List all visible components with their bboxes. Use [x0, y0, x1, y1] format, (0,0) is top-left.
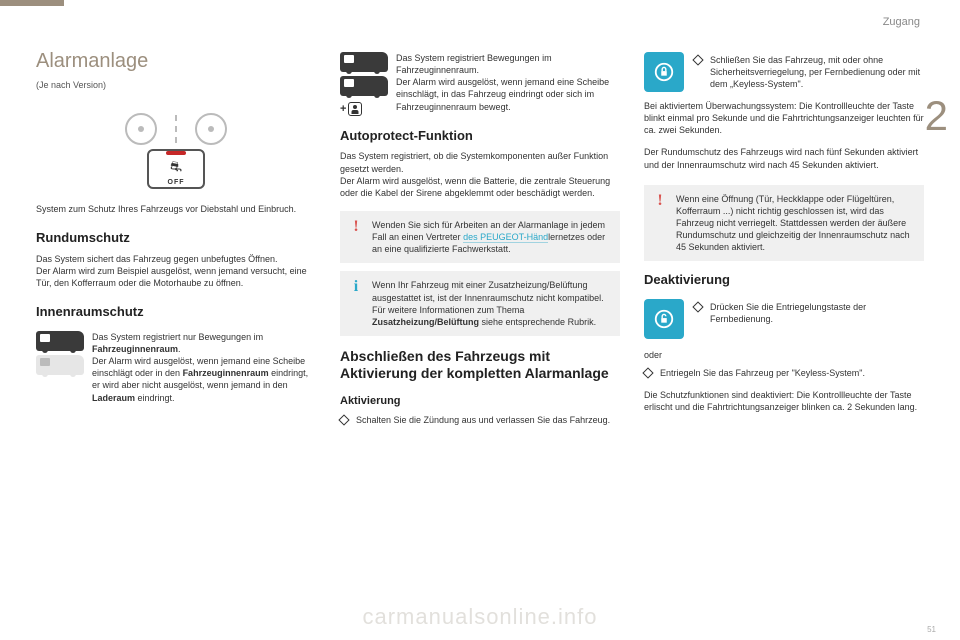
heading-deaktivierung: Deaktivierung	[644, 271, 924, 289]
text-top: Das System registriert Bewegungen im Fah…	[396, 52, 620, 113]
top-accent-bar	[0, 0, 64, 6]
warning-text-2: Wenn eine Öffnung (Tür, Heckklappe oder …	[676, 193, 916, 254]
steering-wheel-icon	[195, 113, 227, 145]
unlock-icon	[644, 299, 684, 339]
text-timing: Der Rundumschutz des Fahrzeugs wird nach…	[644, 146, 924, 170]
unlock-instruction-text: Drücken Sie die Entriegelungstaste der F…	[710, 301, 924, 325]
chapter-number: 2	[925, 92, 948, 140]
text-deactivated: Die Schutzfunktionen sind deaktiviert: D…	[644, 389, 924, 413]
warning-icon: !	[652, 193, 668, 254]
off-button-figure: ⛐ OFF	[147, 149, 205, 189]
info-text: Wenn Ihr Fahrzeug mit einer Zusatzheizun…	[372, 279, 612, 328]
warning-callout: ! Wenden Sie sich für Arbeiten an der Al…	[340, 211, 620, 263]
alarm-off-figure: ⛐ OFF	[96, 107, 256, 195]
heading-lock-activate: Abschließen des Fahrzeugs mit Aktivierun…	[340, 348, 620, 382]
column-1: Alarmanlage (Je nach Version) ⛐ OFF Syst…	[36, 48, 316, 616]
column-3: Schließen Sie das Fahrzeug, mit oder ohn…	[644, 48, 924, 616]
van-dark-icon	[36, 331, 84, 351]
bullet-icon	[644, 367, 654, 379]
warning-text: Wenden Sie sich für Arbeiten an der Alar…	[372, 219, 612, 255]
text-monitoring: Bei aktiviertem Überwachungssystem: Die …	[644, 100, 924, 136]
innenraum-row: Das System registriert nur Bewegungen im…	[36, 331, 316, 408]
text-innenraum: Das System registriert nur Bewegungen im…	[92, 331, 316, 404]
intro-text: System zum Schutz Ihres Fahrzeugs vor Di…	[36, 203, 316, 215]
heading-rundumschutz: Rundumschutz	[36, 229, 316, 247]
steering-wheel-icon	[125, 113, 157, 145]
lock-instruction-row: Schließen Sie das Fahrzeug, mit oder ohn…	[644, 52, 924, 92]
dealer-link[interactable]: des PEUGEOT-Händ	[463, 232, 548, 243]
heading-innenraumschutz: Innenraumschutz	[36, 303, 316, 321]
top-icon-row: + Das System registriert Bewegungen im F…	[340, 52, 620, 117]
van-dark-icon	[340, 52, 388, 72]
bullet-icon	[694, 301, 704, 325]
column-2: + Das System registriert Bewegungen im F…	[340, 48, 620, 616]
lock-instruction-text: Schließen Sie das Fahrzeug, mit oder ohn…	[710, 54, 924, 90]
person-icon	[348, 102, 362, 116]
off-label: OFF	[168, 178, 185, 187]
plus-icon: +	[340, 102, 346, 117]
heading-autoprotect: Autoprotect-Funktion	[340, 127, 620, 145]
page-title: Alarmanlage	[36, 48, 316, 75]
van-dark-icon	[340, 76, 388, 96]
van-grey-icon	[36, 355, 84, 375]
warning-icon: !	[348, 219, 364, 255]
page-subtitle: (Je nach Version)	[36, 79, 316, 91]
text-rundumschutz: Das System sichert das Fahrzeug gegen un…	[36, 253, 316, 289]
warning-callout-2: ! Wenn eine Öffnung (Tür, Heckklappe ode…	[644, 185, 924, 262]
lock-icon	[644, 52, 684, 92]
bullet-icon	[340, 414, 350, 426]
text-autoprotect: Das System registriert, ob die Systemkom…	[340, 150, 620, 199]
text-or: oder	[644, 349, 924, 361]
section-label: Zugang	[883, 16, 920, 28]
car-icon: ⛐	[170, 157, 182, 176]
separator-icon	[175, 115, 177, 143]
bullet-icon	[694, 54, 704, 90]
info-icon: i	[348, 279, 364, 328]
heading-aktivierung: Aktivierung	[340, 394, 620, 409]
page-columns: Alarmanlage (Je nach Version) ⛐ OFF Syst…	[36, 48, 924, 616]
page-number: 51	[927, 625, 936, 634]
unlock-instruction-row: Drücken Sie die Entriegelungstaste der F…	[644, 299, 924, 339]
bullet-keyless: Entriegeln Sie das Fahrzeug per "Keyless…	[644, 367, 924, 379]
bullet-activate-1: Schalten Sie die Zündung aus und verlass…	[340, 414, 620, 426]
led-icon	[166, 151, 186, 155]
info-callout: i Wenn Ihr Fahrzeug mit einer Zusatzheiz…	[340, 271, 620, 336]
